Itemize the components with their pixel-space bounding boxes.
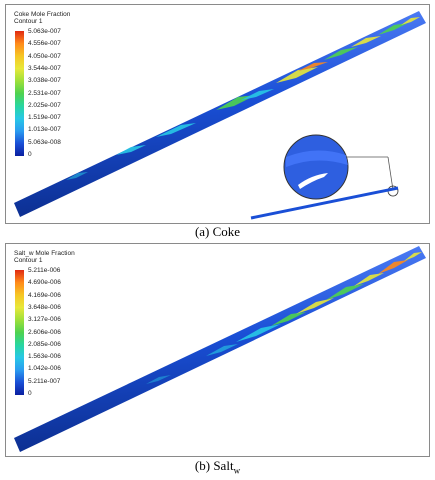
caption-salt-subscript: w: [233, 465, 241, 476]
coke-legend-tick: 3.038e-007: [28, 77, 61, 85]
salt-legend-tick: 3.648e-006: [28, 303, 61, 311]
zoom-inset: [250, 134, 399, 220]
coke-color-bar: [15, 31, 24, 156]
coke-legend-tick: 0: [28, 151, 32, 158]
caption-coke: (a) Coke: [194, 224, 241, 239]
salt-legend-tick: 5.211e-006: [28, 267, 61, 274]
coke-tube-render: [14, 11, 426, 220]
salt-legend: Salt_w Mole Fraction Contour 1 5.211e-00…: [14, 250, 75, 397]
coke-legend-tick: 2.025e-007: [28, 101, 61, 109]
coke-legend: Coke Mole Fraction Contour 1 5.063e-007 4…: [14, 11, 71, 158]
salt-tube-render: [14, 246, 426, 452]
salt-legend-tick: 1.563e-006: [28, 353, 61, 361]
salt-legend-tick: 2.085e-006: [28, 340, 61, 348]
coke-legend-subtitle: Contour 1: [14, 18, 43, 25]
coke-legend-tick: 5.063e-008: [28, 138, 61, 146]
salt-legend-subtitle: Contour 1: [14, 257, 43, 264]
caption-salt: (b) Saltw: [0, 458, 435, 476]
coke-legend-tick: 5.063e-007: [28, 28, 61, 35]
salt-helical-bands: [146, 252, 422, 384]
coke-legend-tick: 1.013e-007: [28, 126, 61, 134]
salt-legend-tick: 0: [28, 390, 32, 397]
salt-legend-tick: 3.127e-006: [28, 316, 61, 324]
salt-legend-tick: 1.042e-006: [28, 365, 61, 373]
coke-legend-tick: 2.531e-007: [28, 89, 61, 97]
coke-legend-tick: 3.544e-007: [28, 64, 61, 72]
salt-legend-tick: 4.169e-006: [28, 291, 61, 299]
salt-legend-tick: 2.606e-006: [28, 328, 61, 336]
coke-helical-bands: [66, 17, 420, 180]
caption-salt-main: (b) Salt: [194, 458, 234, 473]
coke-legend-tick: 4.556e-007: [28, 40, 61, 48]
salt-color-bar: [15, 270, 24, 395]
coke-legend-tick: 4.050e-007: [28, 52, 61, 60]
salt-legend-tick: 4.690e-006: [28, 279, 61, 287]
coke-legend-tick: 1.519e-007: [28, 114, 61, 122]
salt-legend-title: Salt_w Mole Fraction: [14, 250, 75, 257]
salt-legend-tick: 5.211e-007: [28, 377, 61, 385]
salt-contour-panel: Salt_w Mole Fraction Contour 1 5.211e-00…: [5, 243, 430, 457]
coke-legend-title: Coke Mole Fraction: [14, 11, 71, 18]
coke-contour-panel: Coke Mole Fraction Contour 1 5.063e-007 4…: [5, 4, 430, 224]
